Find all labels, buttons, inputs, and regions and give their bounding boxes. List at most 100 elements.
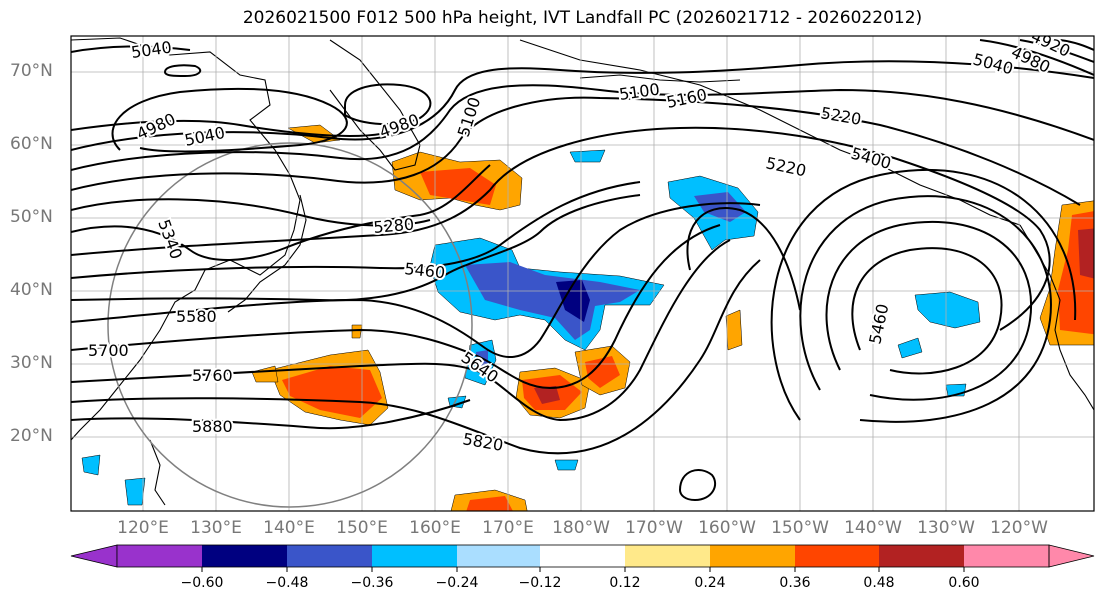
ivt-negative-patch bbox=[81, 454, 101, 476]
contour-small-oval bbox=[163, 64, 202, 78]
colorbar-extend-low bbox=[70, 544, 118, 568]
lon-label: 170°W bbox=[625, 518, 683, 538]
colorbar-bin bbox=[964, 545, 1049, 567]
contour-label: 5760 bbox=[192, 366, 233, 385]
colorbar-bin bbox=[710, 545, 795, 567]
lon-label: 120°E bbox=[117, 518, 169, 538]
lon-label: 150°W bbox=[771, 518, 829, 538]
ivt-negative-patch bbox=[569, 149, 606, 163]
lat-label: 70°N bbox=[10, 61, 53, 81]
ivt-negative-patch bbox=[476, 350, 488, 372]
colorbar-bin bbox=[540, 545, 625, 567]
contour-5280 bbox=[71, 198, 431, 227]
contour-5700 bbox=[71, 224, 721, 390]
contour-5640 bbox=[71, 202, 761, 359]
contour-pacific-low-3 bbox=[799, 195, 1052, 423]
map-title: 2026021500 F012 500 hPa height, IVT Land… bbox=[242, 8, 923, 28]
lat-label: 60°N bbox=[10, 134, 53, 154]
contour-5340 bbox=[71, 164, 491, 261]
contour-5880 bbox=[71, 399, 471, 430]
ivt-negative-patch bbox=[124, 477, 146, 506]
lon-label: 140°W bbox=[844, 518, 902, 538]
colorbar-tick-label: −0.24 bbox=[435, 575, 479, 591]
ivt-negative-patch bbox=[465, 262, 640, 340]
ivt-negative-patch bbox=[554, 459, 579, 471]
lon-label: 160°W bbox=[698, 518, 756, 538]
contour-label: 5880 bbox=[192, 417, 233, 436]
ivt-negative-patch bbox=[914, 291, 981, 329]
contour-pacific-low-1 bbox=[851, 247, 1003, 375]
contour-label: 5040 bbox=[130, 37, 173, 61]
colorbar-bin bbox=[117, 545, 202, 567]
coastline-japan bbox=[227, 194, 307, 313]
coastline-arctic bbox=[579, 74, 741, 83]
colorbar-tick-label: 0.12 bbox=[609, 575, 641, 591]
contour-5160 bbox=[71, 84, 1094, 171]
ivt-positive-patch bbox=[466, 496, 513, 511]
colorbar-bin bbox=[202, 545, 287, 567]
contour-pacific-low-2 bbox=[825, 220, 1033, 401]
contour-small-oval bbox=[678, 469, 717, 502]
colorbar-bin bbox=[457, 545, 540, 567]
lat-label: 20°N bbox=[10, 426, 53, 446]
colorbar-bin bbox=[625, 545, 710, 567]
target-region-circle bbox=[107, 142, 473, 508]
contour-5040 bbox=[71, 119, 391, 137]
ivt-shading bbox=[81, 124, 1094, 511]
colorbar-extend-high bbox=[1048, 544, 1095, 568]
contour-ne-corner-2 bbox=[1019, 39, 1094, 63]
lon-label: 140°E bbox=[263, 518, 315, 538]
contour-5220 bbox=[71, 96, 1081, 206]
ivt-negative-patch bbox=[897, 337, 923, 359]
colorbar-tick-marks bbox=[201, 567, 965, 572]
ivt-positive-patch bbox=[1078, 228, 1094, 279]
lat-label: 30°N bbox=[10, 353, 53, 373]
colorbar bbox=[70, 544, 1095, 572]
colorbar-tick-label: −0.12 bbox=[518, 575, 562, 591]
contour-pacific-low-4 bbox=[770, 169, 1077, 421]
ivt-negative-patch bbox=[694, 192, 746, 222]
ivt-positive-patch bbox=[534, 386, 560, 404]
ivt-positive-patch bbox=[351, 324, 363, 339]
contour-label: 5580 bbox=[176, 307, 217, 326]
colorbar-tick-label: 0.48 bbox=[863, 575, 895, 591]
height-contours bbox=[71, 39, 1094, 502]
lon-label: 170°E bbox=[482, 518, 534, 538]
ivt-negative-patch bbox=[556, 280, 590, 322]
contour-label: 5700 bbox=[88, 341, 129, 360]
colorbar-tick-label: −0.60 bbox=[180, 575, 224, 591]
colorbar-bin bbox=[795, 545, 879, 567]
colorbar-tick-label: 0.60 bbox=[948, 575, 980, 591]
contour-4980-low bbox=[111, 87, 348, 153]
contour-ne-corner-3 bbox=[1059, 39, 1094, 51]
lat-label: 40°N bbox=[10, 280, 53, 300]
coastline-kamchatka bbox=[329, 39, 421, 171]
colorbar-tick-label: −0.48 bbox=[265, 575, 309, 591]
colorbar-bin bbox=[879, 545, 964, 567]
colorbar-tick-label: 0.36 bbox=[779, 575, 811, 591]
contour-5460 bbox=[71, 181, 641, 279]
colorbar-tick-label: −0.36 bbox=[350, 575, 394, 591]
contour-5580 bbox=[71, 194, 641, 302]
contour-pacific-ridge-1 bbox=[686, 207, 801, 311]
contour-ne-corner bbox=[979, 39, 1094, 76]
contour-5100 bbox=[71, 60, 1094, 151]
gridlines bbox=[71, 36, 1094, 511]
contour-5400 bbox=[71, 126, 1051, 331]
lon-label: 130°E bbox=[190, 518, 242, 538]
colorbar-tick-label: 0.24 bbox=[694, 575, 726, 591]
lon-label: 160°E bbox=[409, 518, 461, 538]
coastline-philippines bbox=[149, 439, 166, 506]
contour-label: 5280 bbox=[373, 215, 415, 237]
colorbar-bin bbox=[372, 545, 457, 567]
contour-5820 bbox=[71, 259, 761, 455]
map-frame bbox=[70, 35, 1095, 512]
contour-4980-small bbox=[344, 83, 432, 126]
ivt-positive-patch bbox=[282, 366, 382, 418]
colorbar-frame bbox=[116, 544, 1050, 568]
colorbar-bin bbox=[287, 545, 372, 567]
lon-label: 120°W bbox=[990, 518, 1048, 538]
lon-label: 150°E bbox=[336, 518, 388, 538]
contour-5760 bbox=[71, 239, 731, 422]
